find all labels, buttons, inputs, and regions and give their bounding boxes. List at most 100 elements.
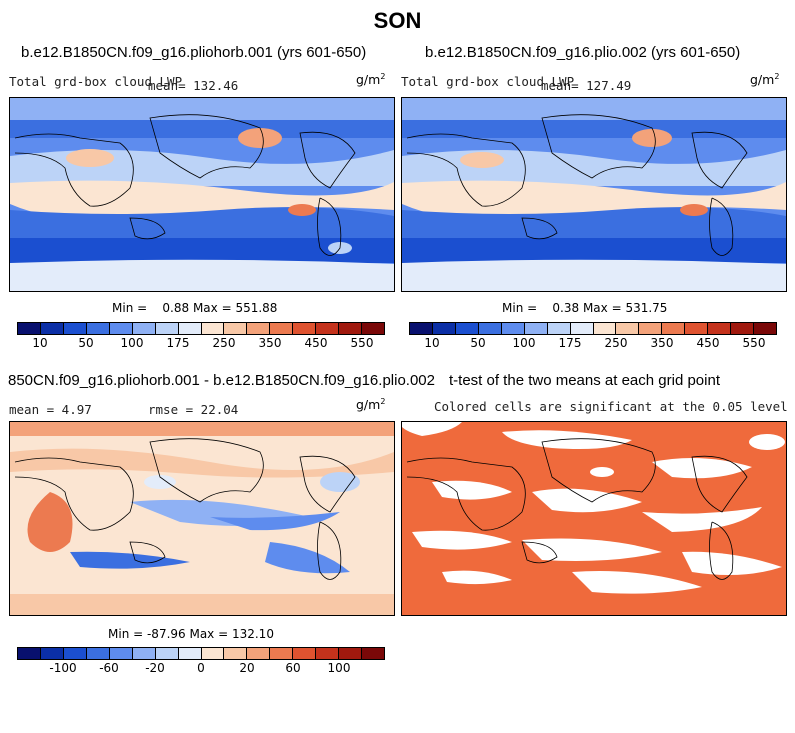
colorbar-swatch	[247, 648, 271, 659]
colorbar-swatch	[201, 323, 225, 334]
panel2-map-svg	[402, 98, 786, 291]
colorbar-swatch	[178, 323, 202, 334]
colorbar-swatch	[270, 323, 294, 334]
panel1-mean: mean= 132.46	[148, 78, 239, 93]
panel1-map-svg	[10, 98, 394, 291]
colorbar-swatch	[155, 323, 179, 334]
colorbar-tick-label: 450	[696, 336, 720, 350]
colorbar-tick-label: -100	[49, 661, 77, 675]
colorbar-swatch	[270, 648, 294, 659]
colorbar-tick-label: 175	[166, 336, 190, 350]
panel3-minmax: Min = -87.96 Max = 132.10	[108, 627, 274, 641]
panel2-colorbar-ticks: 10 50 100 175 250 350 450 550	[409, 336, 777, 352]
colorbar-swatch	[293, 648, 317, 659]
colorbar-swatch	[639, 323, 663, 334]
colorbar-tick-label: 10	[32, 336, 48, 350]
colorbar-tick-label: 350	[650, 336, 674, 350]
colorbar-tick-label: 250	[212, 336, 236, 350]
colorbar-tick-label: 175	[558, 336, 582, 350]
colorbar-tick-label: 10	[424, 336, 440, 350]
panel3-title: 850CN.f09_g16.pliohorb.001 - b.e12.B1850…	[8, 372, 435, 389]
colorbar-tick-label: -60	[99, 661, 119, 675]
colorbar-swatch	[731, 323, 755, 334]
colorbar-swatch	[63, 648, 87, 659]
panel2-units: g/m2	[750, 72, 780, 88]
colorbar-swatch	[685, 323, 709, 334]
colorbar-tick-label: 0	[197, 661, 205, 675]
colorbar-swatch	[593, 323, 617, 334]
colorbar-swatch	[40, 648, 64, 659]
panel3-colorbar-ticks: -100 -60 -20 0 20 60 100	[17, 661, 385, 677]
colorbar-swatch	[616, 323, 640, 334]
colorbar-swatch	[316, 323, 340, 334]
colorbar-tick-label: 550	[350, 336, 374, 350]
panel2-mean: mean= 127.49	[541, 78, 632, 93]
colorbar-swatch	[18, 323, 41, 334]
colorbar-swatch	[132, 323, 156, 334]
colorbar-swatch	[224, 323, 248, 334]
colorbar-tick-label: 450	[304, 336, 328, 350]
colorbar-tick-label: 100	[120, 336, 144, 350]
colorbar-tick-label: 100	[327, 661, 351, 675]
colorbar-swatch	[293, 323, 317, 334]
panel2-colorbar	[409, 322, 777, 335]
colorbar-tick-label: 100	[512, 336, 536, 350]
panel1-map	[9, 97, 395, 292]
panel3-map-svg	[10, 422, 394, 615]
panel3-units: g/m2	[356, 397, 386, 413]
panel1-colorbar-ticks: 10 50 100 175 250 350 450 550	[17, 336, 385, 352]
panel4-map-svg	[402, 422, 786, 615]
colorbar-swatch	[178, 648, 202, 659]
colorbar-swatch	[362, 648, 384, 659]
panel2-map	[401, 97, 787, 292]
panel4-map	[401, 421, 787, 616]
colorbar-tick-label: 50	[470, 336, 486, 350]
colorbar-swatch	[524, 323, 548, 334]
colorbar-swatch	[362, 323, 384, 334]
colorbar-swatch	[155, 648, 179, 659]
panel1-units: g/m2	[356, 72, 386, 88]
panel1-colorbar	[17, 322, 385, 335]
colorbar-swatch	[754, 323, 776, 334]
colorbar-swatch	[109, 648, 133, 659]
colorbar-swatch	[247, 323, 271, 334]
colorbar-swatch	[224, 648, 248, 659]
colorbar-swatch	[455, 323, 479, 334]
colorbar-swatch	[570, 323, 594, 334]
colorbar-tick-label: 50	[78, 336, 94, 350]
colorbar-swatch	[662, 323, 686, 334]
colorbar-swatch	[410, 323, 433, 334]
panel3-rmse: rmse = 22.04	[148, 402, 239, 417]
panel1-minmax: Min = 0.88 Max = 551.88	[112, 301, 278, 315]
colorbar-tick-label: 550	[742, 336, 766, 350]
colorbar-swatch	[432, 323, 456, 334]
panel3-colorbar	[17, 647, 385, 660]
colorbar-swatch	[201, 648, 225, 659]
figure-title: SON	[373, 8, 422, 33]
colorbar-swatch	[501, 323, 525, 334]
colorbar-swatch	[132, 648, 156, 659]
panel1-title: b.e12.B1850CN.f09_g16.pliohorb.001 (yrs …	[21, 44, 367, 61]
colorbar-swatch	[547, 323, 571, 334]
colorbar-tick-label: 20	[239, 661, 255, 675]
colorbar-swatch	[708, 323, 732, 334]
panel2-variable: Total grd-box cloud LWP	[401, 74, 575, 89]
panel2-minmax: Min = 0.38 Max = 531.75	[502, 301, 668, 315]
panel3-mean: mean = 4.97	[9, 402, 92, 417]
panel3-map	[9, 421, 395, 616]
panel4-subtitle: Colored cells are significant at the 0.0…	[434, 399, 788, 414]
colorbar-swatch	[339, 648, 363, 659]
colorbar-swatch	[63, 323, 87, 334]
panel4-title: t-test of the two means at each grid poi…	[449, 372, 720, 389]
colorbar-tick-label: 250	[604, 336, 628, 350]
colorbar-swatch	[478, 323, 502, 334]
colorbar-swatch	[40, 323, 64, 334]
colorbar-swatch	[339, 323, 363, 334]
colorbar-swatch	[18, 648, 41, 659]
colorbar-tick-label: -20	[145, 661, 165, 675]
colorbar-swatch	[86, 323, 110, 334]
panel1-variable: Total grd-box cloud LWP	[9, 74, 183, 89]
colorbar-swatch	[316, 648, 340, 659]
colorbar-swatch	[86, 648, 110, 659]
colorbar-tick-label: 60	[285, 661, 301, 675]
